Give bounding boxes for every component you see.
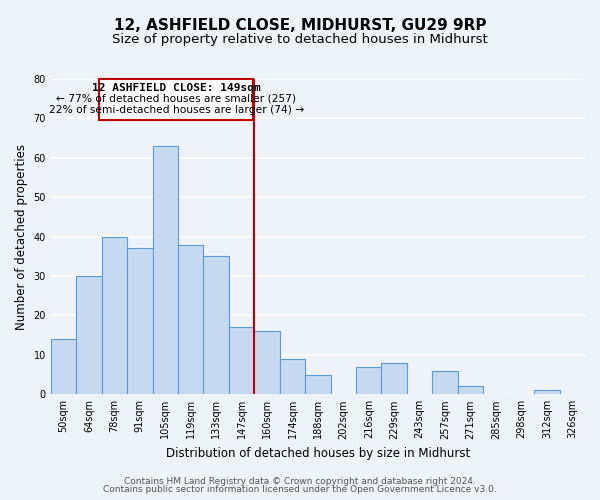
Bar (101, 236, 127, 394)
Bar (305, 374, 331, 394)
Bar (229, 328, 254, 394)
Text: 22% of semi-detached houses are larger (74) →: 22% of semi-detached houses are larger (… (49, 105, 304, 115)
Bar (76, 276, 101, 394)
Bar (152, 146, 178, 394)
Bar (280, 359, 305, 394)
Bar (356, 366, 382, 394)
Bar (203, 256, 229, 394)
Bar (254, 331, 280, 394)
Bar (534, 390, 560, 394)
Text: Contains HM Land Registry data © Crown copyright and database right 2024.: Contains HM Land Registry data © Crown c… (124, 477, 476, 486)
Text: 12 ASHFIELD CLOSE: 149sqm: 12 ASHFIELD CLOSE: 149sqm (92, 83, 260, 93)
Text: 12, ASHFIELD CLOSE, MIDHURST, GU29 9RP: 12, ASHFIELD CLOSE, MIDHURST, GU29 9RP (114, 18, 486, 32)
Bar (51, 339, 76, 394)
Bar (458, 386, 483, 394)
Bar (99, 79, 253, 120)
Text: Size of property relative to detached houses in Midhurst: Size of property relative to detached ho… (112, 32, 488, 46)
Bar (178, 244, 203, 394)
Text: Contains public sector information licensed under the Open Government Licence v3: Contains public sector information licen… (103, 485, 497, 494)
Bar (433, 370, 458, 394)
X-axis label: Distribution of detached houses by size in Midhurst: Distribution of detached houses by size … (166, 447, 470, 460)
Bar (127, 248, 152, 394)
Y-axis label: Number of detached properties: Number of detached properties (15, 144, 28, 330)
Bar (382, 363, 407, 394)
Text: ← 77% of detached houses are smaller (257): ← 77% of detached houses are smaller (25… (56, 94, 296, 104)
